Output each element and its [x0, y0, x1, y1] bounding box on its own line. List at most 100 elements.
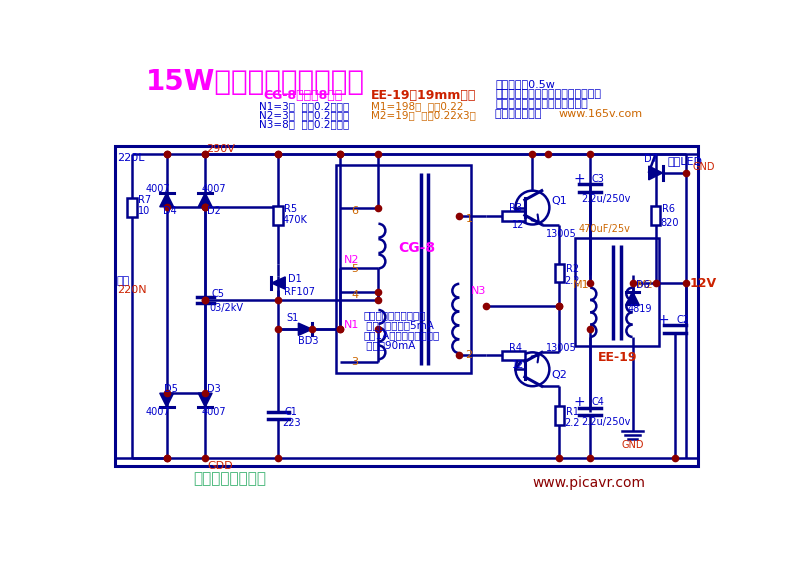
Text: 1: 1	[465, 214, 472, 224]
Text: 4: 4	[352, 289, 359, 300]
Text: 470K: 470K	[282, 215, 307, 225]
Text: D1: D1	[287, 274, 302, 284]
Text: BD3: BD3	[298, 336, 318, 346]
Text: R4: R4	[509, 343, 522, 353]
Text: Q1: Q1	[552, 197, 568, 206]
Text: D6: D6	[636, 279, 649, 289]
Text: 2.2: 2.2	[564, 276, 580, 285]
Text: 输出1A时（交流输入）电: 输出1A时（交流输入）电	[363, 330, 439, 341]
Text: 流小于90mA: 流小于90mA	[363, 341, 415, 351]
Text: R6: R6	[661, 204, 675, 214]
Bar	[336, 165, 471, 373]
Text: 12: 12	[511, 220, 524, 230]
Text: R1: R1	[565, 407, 579, 416]
Text: CG-8: CG-8	[399, 242, 435, 255]
Text: 12V: 12V	[689, 277, 717, 289]
Polygon shape	[272, 277, 285, 289]
Text: 2.2u/250v: 2.2u/250v	[581, 194, 630, 204]
Text: D2: D2	[206, 206, 221, 216]
Text: M1=198匝  线径0.22: M1=198匝 线径0.22	[371, 101, 463, 111]
Text: N1=3匝  线径0.2绝缘线: N1=3匝 线径0.2绝缘线	[259, 101, 349, 111]
Text: D4: D4	[163, 206, 176, 216]
Polygon shape	[160, 193, 174, 207]
Text: 220N: 220N	[117, 285, 146, 295]
Text: 荣哥单片机学习网: 荣哥单片机学习网	[194, 471, 267, 486]
Text: 290V: 290V	[206, 144, 235, 154]
Text: GND: GND	[621, 439, 644, 450]
Text: +: +	[658, 313, 669, 327]
Text: RF107: RF107	[284, 287, 315, 297]
Text: +: +	[573, 172, 585, 186]
Bar	[273, 206, 283, 225]
Text: 220L: 220L	[117, 152, 145, 162]
Text: 其他电子元件严格按电路图上标称值: 其他电子元件严格按电路图上标称值	[495, 89, 602, 99]
Text: 电子制作网版权: 电子制作网版权	[495, 110, 549, 119]
Text: Q2: Q2	[552, 370, 568, 380]
Text: 13005: 13005	[545, 229, 576, 239]
Text: 输入）电流小于5mA: 输入）电流小于5mA	[363, 320, 434, 330]
Text: M2: M2	[636, 279, 653, 289]
Bar	[127, 198, 137, 217]
Text: GDD: GDD	[208, 460, 233, 470]
Text: R7: R7	[138, 195, 152, 205]
Text: C3: C3	[592, 174, 604, 184]
Text: 4007: 4007	[202, 184, 226, 194]
Text: M2=19匝  线径0.22x3股: M2=19匝 线径0.22x3股	[371, 110, 476, 120]
Text: R3: R3	[509, 203, 522, 214]
Text: 发光LED: 发光LED	[667, 156, 702, 166]
Text: 223: 223	[282, 418, 301, 428]
Text: D7: D7	[644, 154, 658, 164]
Text: C5: C5	[211, 289, 225, 299]
Polygon shape	[626, 292, 639, 305]
Text: www.picavr.com: www.picavr.com	[533, 476, 646, 490]
Text: 6: 6	[352, 206, 358, 216]
Text: N1: N1	[344, 320, 359, 330]
Text: 12: 12	[511, 360, 524, 370]
Text: R2: R2	[565, 264, 579, 274]
Text: GND: GND	[692, 162, 715, 172]
Text: 5: 5	[352, 264, 358, 274]
Bar	[115, 146, 698, 465]
Text: 03/2kV: 03/2kV	[209, 303, 243, 312]
Text: 3: 3	[352, 356, 358, 366]
Bar	[502, 211, 525, 221]
Text: www.165v.com: www.165v.com	[559, 110, 642, 119]
Text: 交流: 交流	[117, 276, 130, 285]
Text: 10: 10	[138, 206, 150, 216]
Text: S1: S1	[286, 314, 299, 324]
Text: R5: R5	[284, 204, 298, 214]
Bar	[575, 238, 660, 346]
Text: D3: D3	[206, 384, 221, 395]
Text: 只要接线不错就非常稳定的工作: 只要接线不错就非常稳定的工作	[495, 99, 588, 110]
Text: 4819: 4819	[628, 304, 653, 314]
Text: +: +	[573, 396, 585, 409]
Text: 470uF/25v: 470uF/25v	[579, 224, 630, 234]
Text: 2.2u/250v: 2.2u/250v	[581, 418, 630, 428]
Polygon shape	[160, 393, 174, 407]
Bar	[651, 206, 661, 225]
Text: 4007: 4007	[145, 407, 170, 418]
Bar	[555, 406, 564, 425]
Text: 15W开关电源制作电路图: 15W开关电源制作电路图	[146, 68, 364, 96]
Text: N3: N3	[471, 285, 486, 296]
Text: D5: D5	[164, 384, 178, 395]
Text: 2.2: 2.2	[564, 418, 580, 428]
Text: C4: C4	[592, 397, 604, 407]
Text: 4007: 4007	[145, 184, 170, 194]
Text: 820: 820	[661, 218, 679, 228]
Text: EE-19为19mm磁芯: EE-19为19mm磁芯	[371, 89, 476, 102]
Bar	[555, 264, 564, 282]
Polygon shape	[198, 393, 212, 407]
Text: N2=3匝  线径0.2绝缘线: N2=3匝 线径0.2绝缘线	[259, 110, 349, 120]
Text: N2: N2	[344, 255, 359, 265]
Text: C2: C2	[676, 315, 689, 325]
Text: 电阻全部是0.5w: 电阻全部是0.5w	[495, 79, 555, 89]
Text: 没有负载时空载（交流: 没有负载时空载（交流	[363, 310, 426, 320]
Text: M1: M1	[573, 279, 590, 289]
Text: 13005: 13005	[545, 343, 576, 353]
Polygon shape	[299, 323, 312, 336]
Text: C1: C1	[284, 407, 298, 418]
Polygon shape	[649, 166, 662, 180]
Bar	[502, 351, 525, 360]
Text: 4007: 4007	[202, 407, 226, 418]
